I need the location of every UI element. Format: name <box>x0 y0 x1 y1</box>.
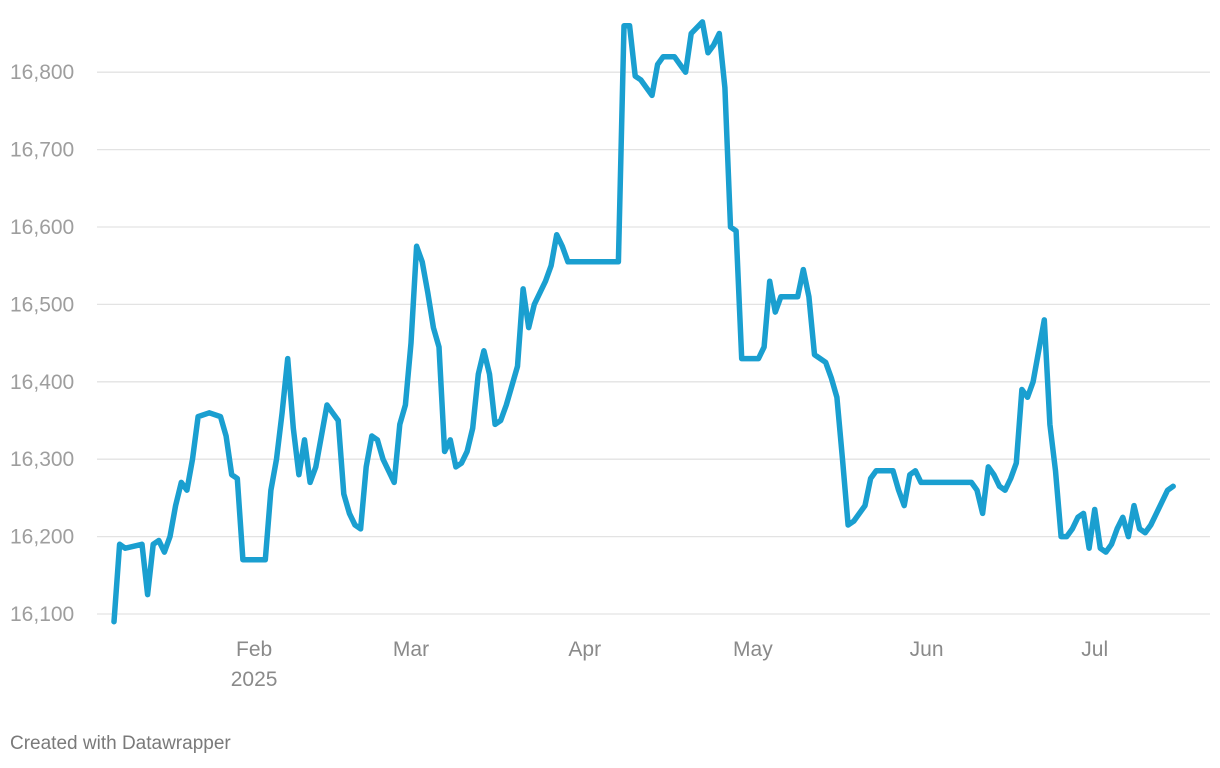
x-tick-label: Feb <box>236 638 272 661</box>
y-tick-label: 16,300 <box>10 448 74 471</box>
gridlines <box>97 71 1210 615</box>
y-tick-label: 16,400 <box>10 371 74 394</box>
y-tick-label: 16,600 <box>10 216 74 239</box>
series-layer <box>111 19 1176 625</box>
y-tick-label: 16,200 <box>10 526 74 549</box>
series-line <box>111 19 1176 625</box>
x-tick-label: Mar <box>393 638 429 661</box>
x-tick-label: Jul <box>1081 638 1108 661</box>
datawrapper-credit: Created with Datawrapper <box>10 733 231 754</box>
y-tick-label: 16,500 <box>10 293 74 316</box>
x-tick-year-label: 2025 <box>231 668 278 691</box>
y-tick-label: 16,800 <box>10 61 74 84</box>
y-tick-label: 16,700 <box>10 139 74 162</box>
x-tick-label: Jun <box>910 638 944 661</box>
x-axis-tick-labels: Feb 2025 Mar Apr May Jun Jul <box>231 638 1108 691</box>
y-tick-label: 16,100 <box>10 603 74 626</box>
x-tick-label: Apr <box>568 638 601 661</box>
x-tick-label: May <box>733 638 773 661</box>
y-axis-tick-labels: 16,100 16,200 16,300 16,400 16,500 16,600 16,7… <box>10 61 74 626</box>
